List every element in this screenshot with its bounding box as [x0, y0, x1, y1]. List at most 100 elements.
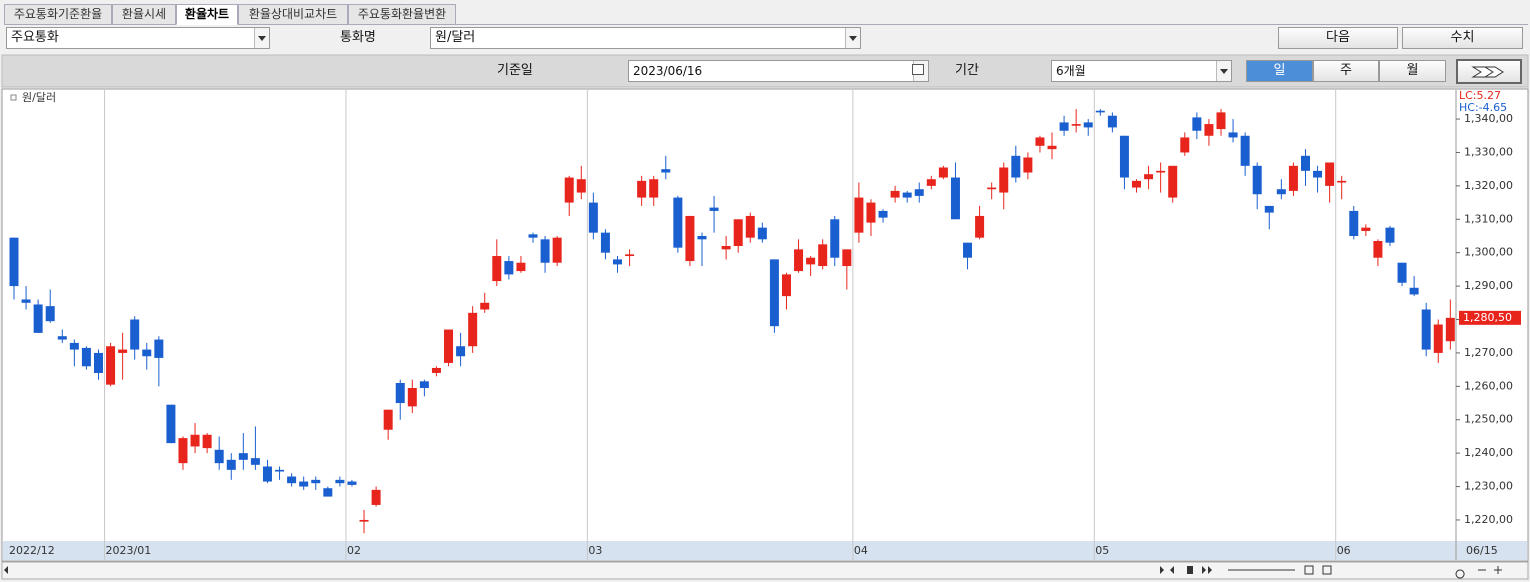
x-tick-label: 05 [1095, 544, 1109, 557]
candle-body [745, 215, 755, 238]
candle-body [1264, 205, 1274, 213]
candle-body [45, 306, 55, 322]
candle-body [600, 232, 610, 253]
y-tick-label: 1,230,00 [1464, 480, 1513, 493]
interval-day[interactable]: 일 [1246, 60, 1313, 82]
chart-panel [1, 88, 1529, 562]
candle-body [359, 519, 369, 522]
date-label: 기준일 [497, 63, 533, 78]
candle-body [1325, 162, 1335, 186]
calendar-icon[interactable] [912, 64, 924, 75]
candle-body [1349, 210, 1359, 236]
y-tick-label: 1,310,00 [1464, 212, 1513, 225]
period-label: 기간 [955, 63, 979, 78]
candle-body [93, 352, 103, 373]
candle-body [576, 179, 586, 193]
x-tick-label: 2022/12 [9, 544, 55, 557]
candle-body [9, 237, 19, 287]
lc-label: LC:5.27 [1459, 89, 1501, 102]
scrollbar[interactable] [1, 561, 1529, 580]
candle-body [1397, 262, 1407, 283]
candle-body [383, 409, 393, 430]
candle-body [564, 177, 574, 203]
candle-body [262, 466, 272, 482]
y-tick-label: 1,320,00 [1464, 179, 1513, 192]
candle-body [1276, 189, 1286, 195]
y-tick-label: 1,330,00 [1464, 145, 1513, 158]
date-input[interactable]: 2023/06/16 [628, 60, 929, 82]
tab-active[interactable]: 환율차트 [176, 4, 238, 25]
candle-body [1192, 117, 1202, 131]
candle-body [1144, 174, 1154, 180]
candle-body [202, 434, 212, 449]
candle-body [1216, 112, 1226, 130]
candle-body [1421, 309, 1431, 350]
candle-body [250, 458, 260, 465]
period-select[interactable]: 6개월 [1051, 60, 1232, 82]
x-tick-label: 02 [347, 544, 361, 557]
group-select[interactable]: 주요통화 [6, 27, 270, 49]
candle-body [311, 479, 321, 484]
candle-body [661, 169, 671, 173]
forward-button[interactable] [1456, 59, 1522, 84]
scroll-controls[interactable] [1160, 566, 1212, 574]
y-tick-label: 1,250,00 [1464, 413, 1513, 426]
select-text: 원/달러 [435, 30, 476, 45]
candle-body [938, 167, 948, 178]
candle-body [975, 215, 985, 238]
candle-body [214, 449, 224, 464]
tab[interactable]: 환율상대비교차트 [238, 4, 348, 25]
candle-body [637, 180, 647, 198]
tab[interactable]: 주요통화환율변환 [348, 4, 456, 25]
candle-body [1337, 180, 1347, 183]
tab[interactable]: 환율시세 [112, 4, 176, 25]
candle-body [769, 259, 779, 327]
candle-body [1445, 317, 1455, 342]
tab[interactable]: 주요통화기준환율 [4, 4, 112, 25]
value-button[interactable]: 수치 [1402, 27, 1523, 49]
candle-body [178, 438, 188, 464]
candle-body [492, 256, 502, 282]
candle-body [1107, 115, 1117, 128]
y-tick-label: 1,220,00 [1464, 513, 1513, 526]
candle-body [1288, 165, 1298, 191]
candle-body [130, 319, 140, 350]
forward-icon [1471, 66, 1504, 78]
candle-body [1385, 227, 1395, 243]
candle-body [1083, 122, 1093, 128]
interval-week[interactable]: 주 [1313, 60, 1379, 82]
x-tick-label: 06 [1337, 544, 1351, 557]
candle-body [444, 329, 454, 363]
y-tick-label: 1,240,00 [1464, 446, 1513, 459]
select-text: 주요통화 [11, 30, 59, 45]
candle-body [950, 177, 960, 220]
candle-body [275, 469, 285, 472]
candle-body [1047, 145, 1057, 150]
y-tick-label: 1,260,00 [1464, 379, 1513, 392]
x-tick-label: 06/15 [1466, 544, 1498, 557]
candle-body [323, 488, 333, 497]
candle-body [154, 339, 164, 358]
tab-line [456, 24, 1528, 25]
candle-body [419, 381, 429, 388]
candle-body [1071, 124, 1081, 126]
candle-body [1433, 324, 1443, 353]
scroll-left[interactable] [4, 566, 8, 574]
chart-tools[interactable] [1304, 565, 1502, 579]
next-button[interactable]: 다음 [1278, 27, 1398, 49]
currency-select[interactable]: 원/달러 [430, 27, 861, 49]
candle-body [866, 202, 876, 223]
candle-body [1011, 155, 1021, 178]
candle-body [1035, 137, 1045, 146]
candle-body [757, 227, 767, 240]
candle-body [238, 453, 248, 460]
candle-body [142, 349, 152, 357]
interval-month[interactable]: 월 [1379, 60, 1446, 82]
legend-label: 원/달러 [22, 91, 56, 104]
candle-body [854, 197, 864, 233]
candle-body [818, 244, 828, 267]
candle-body [407, 387, 417, 407]
candle-body [106, 346, 116, 385]
candle-body [190, 434, 200, 447]
